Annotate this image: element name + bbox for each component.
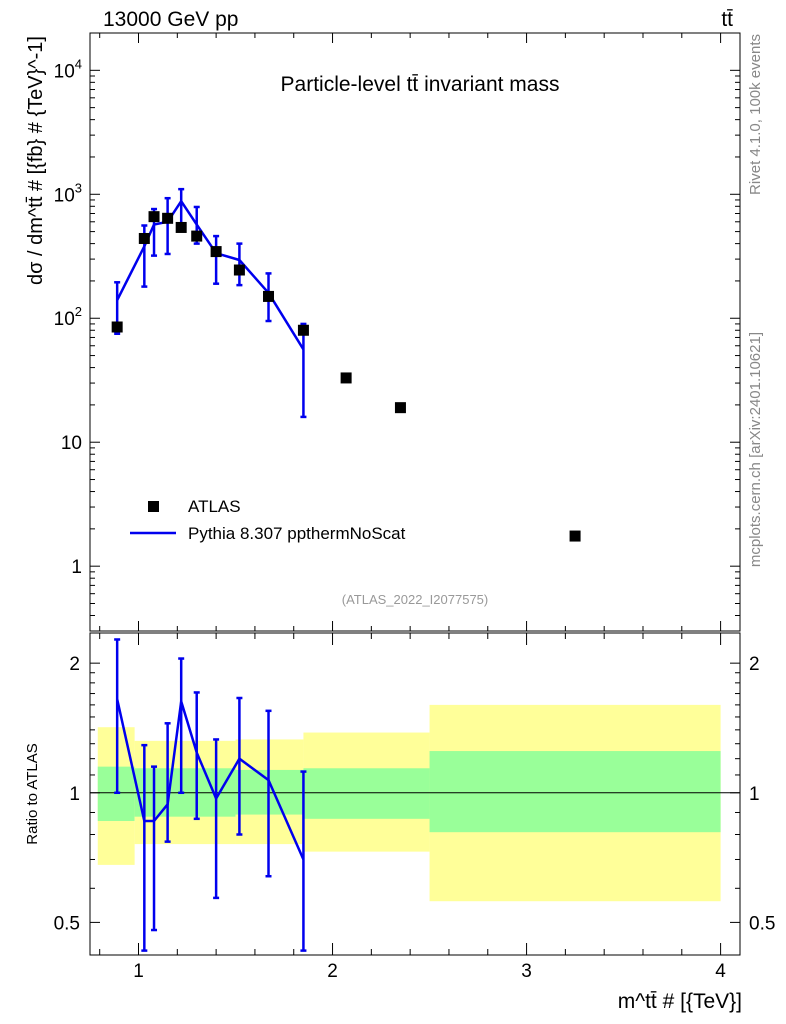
atlas-data-point	[569, 530, 581, 542]
main-y-tick-label: 104	[54, 56, 82, 82]
atlas-data-point	[162, 212, 174, 224]
ratio-y-tick-label-left: 1	[69, 784, 80, 805]
main-frame	[89, 32, 741, 632]
rivet-version-label: Rivet 4.1.0, 100k events	[747, 34, 764, 195]
x-axis-label: m^tt̄ # [{TeV}]	[618, 990, 742, 1013]
legend-marker-atlas	[148, 501, 159, 512]
ratio-y-tick-label-left: 2	[69, 654, 80, 675]
atlas-data-point	[148, 211, 160, 223]
x-tick-label: 2	[327, 961, 338, 982]
analysis-watermark: (ATLAS_2022_I2077575)	[342, 592, 488, 607]
atlas-data-point	[138, 232, 150, 244]
ratio-y-tick-label-right: 0.5	[749, 913, 775, 934]
header-beam-label: 13000 GeV pp	[103, 8, 238, 31]
atlas-data-point	[210, 246, 222, 258]
main-panel: Particle-level tt̄ invariant mass (ATLAS…	[25, 32, 741, 632]
header-process-label: tt̄	[721, 8, 733, 31]
x-tick-label: 3	[521, 961, 532, 982]
ratio-y-axis-label: Ratio to ATLAS	[24, 743, 41, 844]
ratio-y-tick-label-right: 1	[749, 784, 760, 805]
x-tick-label: 1	[133, 961, 144, 982]
ratio-band-inner	[429, 751, 721, 833]
main-y-tick-label: 10	[61, 433, 82, 454]
atlas-data-point	[297, 324, 309, 336]
main-y-tick-label: 1	[71, 557, 82, 578]
main-y-tick-label: 102	[54, 304, 82, 330]
main-y-axis-label: dσ / dm^tt̄ # [{fb} # {TeV}^-1]	[25, 36, 47, 285]
ratio-band-inner	[303, 768, 430, 819]
main-title: Particle-level tt̄ invariant mass	[281, 73, 560, 96]
legend-label-atlas: ATLAS	[188, 497, 241, 516]
ratio-frame	[89, 632, 741, 956]
main-y-tick-label: 103	[54, 180, 82, 206]
x-tick-label: 4	[715, 961, 726, 982]
atlas-data-point	[111, 321, 123, 333]
legend-label-pythia: Pythia 8.307 ppthermNoScat	[188, 524, 406, 543]
legend: ATLAS Pythia 8.307 ppthermNoScat	[130, 497, 406, 543]
ratio-mc-line	[115, 698, 305, 860]
ratio-y-tick-label-left: 0.5	[54, 913, 80, 934]
atlas-data-point	[233, 264, 245, 276]
ratio-panel: 0.5 0.5 1 1 2 2 1 2 3 4 Ratio to ATLAS m^tt̄ # [{…	[24, 632, 775, 1013]
atlas-data-point	[191, 230, 203, 242]
atlas-data-point	[340, 372, 352, 384]
ratio-y-tick-label-right: 2	[749, 654, 760, 675]
atlas-data-point	[175, 221, 187, 233]
atlas-data-point	[263, 290, 275, 302]
atlas-data-point	[394, 402, 406, 414]
mcplots-source-label: mcplots.cern.ch [arXiv:2401.10621]	[747, 332, 764, 567]
